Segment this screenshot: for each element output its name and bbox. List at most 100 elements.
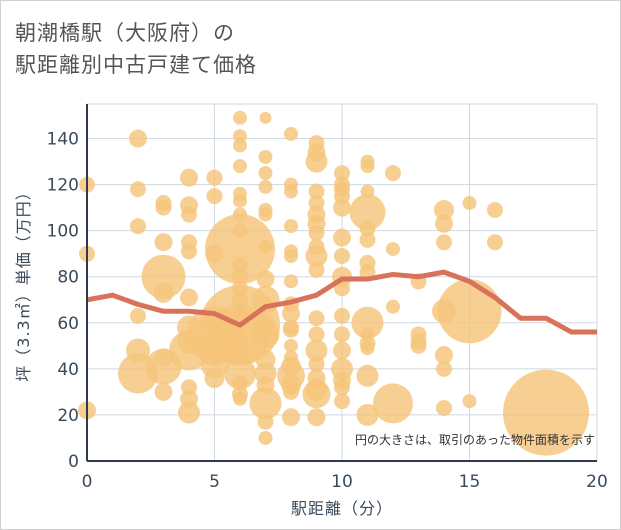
y-tick-label: 100	[47, 222, 79, 242]
data-bubble	[356, 364, 379, 387]
data-bubble	[181, 243, 197, 260]
data-bubble	[435, 346, 453, 365]
data-bubble	[334, 393, 350, 410]
data-bubble	[181, 206, 197, 223]
data-bubble	[308, 224, 325, 241]
data-bubble	[130, 307, 146, 324]
trend-line-layer	[86, 269, 597, 335]
data-bubble	[305, 245, 328, 268]
average-price-line	[86, 269, 597, 335]
data-bubble	[233, 193, 247, 208]
data-bubble	[462, 196, 477, 211]
data-bubble	[386, 299, 400, 314]
data-bubble	[129, 129, 147, 148]
x-tick-label: 10	[331, 472, 353, 492]
data-bubble	[349, 194, 386, 231]
data-bubble	[386, 242, 400, 257]
data-bubble	[206, 169, 223, 186]
data-bubble	[356, 403, 379, 426]
data-bubble	[205, 214, 275, 285]
data-bubble	[305, 150, 328, 173]
data-bubble	[360, 341, 375, 356]
y-tick-label: 60	[57, 314, 79, 334]
data-bubble	[410, 337, 427, 354]
data-bubble	[334, 326, 350, 343]
data-bubble	[351, 306, 384, 339]
data-bubble	[305, 339, 328, 362]
y-tick-label: 40	[57, 360, 79, 380]
data-bubble	[251, 320, 280, 349]
y-tick-label: 80	[57, 268, 79, 288]
data-bubble	[258, 207, 273, 222]
data-bubble	[155, 199, 172, 216]
data-bubble	[308, 261, 325, 278]
data-bubble	[283, 321, 299, 338]
data-bubble	[307, 408, 326, 427]
data-bubble	[130, 218, 146, 235]
y-axis-title: 坪（3.3㎡）単価（万円）	[14, 183, 33, 381]
data-bubble	[435, 214, 453, 233]
data-bubble	[436, 400, 452, 417]
data-bubble	[284, 184, 298, 199]
data-bubble	[259, 111, 272, 124]
data-bubble	[436, 234, 452, 251]
data-bubble	[308, 310, 325, 327]
data-bubble	[233, 110, 247, 125]
data-bubble	[283, 383, 299, 400]
data-bubble	[308, 183, 325, 200]
data-bubble	[436, 360, 452, 377]
data-bubble	[204, 368, 225, 389]
x-tick-label: 15	[459, 472, 481, 492]
data-bubble	[360, 159, 375, 174]
data-bubble	[385, 165, 401, 182]
x-axis-title: 駅距離（分）	[291, 499, 393, 518]
data-bubble	[233, 391, 247, 406]
x-tick-label: 20	[586, 472, 608, 492]
data-bubble	[503, 369, 589, 456]
data-bubble	[256, 270, 275, 289]
data-bubble	[258, 430, 273, 445]
data-bubble	[141, 254, 186, 299]
data-bubble	[334, 379, 350, 396]
data-bubble	[258, 179, 273, 194]
data-bubble	[232, 374, 248, 391]
y-tick-label: 20	[57, 406, 79, 426]
data-bubble	[334, 307, 350, 324]
data-bubble	[308, 356, 325, 373]
axes: 0 5 10 15 20 0 20 40 60 80 100 120 140	[47, 104, 608, 492]
data-bubble	[359, 220, 376, 237]
data-bubble	[154, 382, 173, 401]
data-bubble	[334, 165, 350, 182]
data-bubble	[130, 181, 146, 198]
data-bubble	[232, 257, 248, 274]
bubble-size-note: 円の大きさは、取引のあった物件面積を示す	[355, 432, 595, 447]
x-tick-label: 0	[82, 472, 93, 492]
data-bubble	[302, 380, 331, 409]
bubble-layer	[78, 110, 589, 456]
data-bubble	[284, 126, 298, 141]
data-bubble	[333, 341, 351, 360]
data-bubble	[206, 188, 223, 205]
data-bubble	[487, 234, 503, 251]
data-bubble	[224, 357, 256, 390]
data-bubble	[257, 413, 274, 430]
y-tick-label: 140	[47, 130, 79, 150]
data-bubble	[153, 282, 174, 303]
data-bubble	[308, 326, 325, 343]
data-bubble	[462, 394, 477, 409]
data-bubble	[373, 383, 413, 424]
y-tick-label: 0	[68, 452, 79, 472]
data-bubble	[233, 138, 247, 153]
data-bubble	[258, 239, 273, 254]
data-bubble	[284, 274, 298, 289]
data-bubble	[180, 168, 198, 187]
data-bubble	[334, 248, 350, 265]
data-bubble	[258, 149, 273, 164]
data-bubble	[282, 408, 300, 427]
data-bubble	[437, 279, 502, 344]
data-bubble	[180, 288, 198, 307]
data-bubble	[333, 198, 351, 217]
chart-title: 朝潮橋駅（大阪府）の 駅距離別中古戸建て価格	[15, 17, 575, 81]
